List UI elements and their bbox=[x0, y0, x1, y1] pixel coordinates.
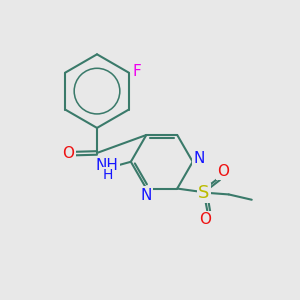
Text: H: H bbox=[103, 168, 113, 182]
Text: O: O bbox=[199, 212, 211, 227]
Text: N: N bbox=[140, 188, 152, 202]
Text: F: F bbox=[133, 64, 142, 79]
Text: NH: NH bbox=[96, 158, 119, 173]
Text: N: N bbox=[194, 151, 205, 166]
Text: O: O bbox=[62, 146, 74, 161]
Text: O: O bbox=[218, 164, 230, 179]
Text: S: S bbox=[198, 184, 209, 202]
